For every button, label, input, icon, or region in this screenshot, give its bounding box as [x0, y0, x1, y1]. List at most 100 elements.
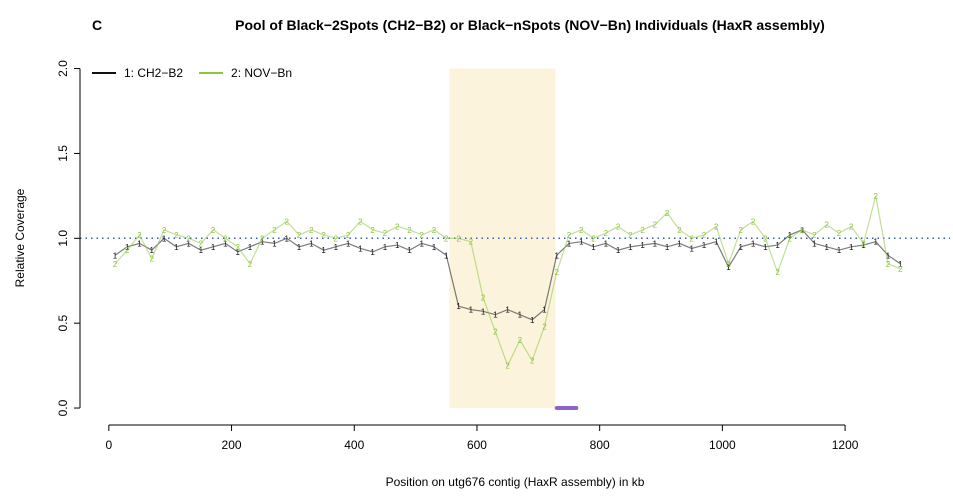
data-marker: 2	[751, 217, 756, 226]
data-marker: 2	[874, 192, 879, 201]
data-marker: 1	[334, 243, 339, 252]
data-marker: 1	[505, 306, 510, 315]
data-marker: 2	[125, 246, 130, 255]
data-marker: 2	[383, 229, 388, 238]
data-marker: 1	[567, 239, 572, 248]
data-marker: 1	[235, 248, 240, 257]
data-marker: 2	[334, 234, 339, 243]
data-marker: 1	[309, 239, 314, 248]
data-marker: 2	[260, 234, 265, 243]
data-marker: 1	[579, 238, 584, 247]
data-marker: 1	[874, 238, 879, 247]
data-marker: 1	[137, 239, 142, 248]
data-marker: 1	[395, 241, 400, 250]
data-marker: 2	[113, 260, 118, 269]
data-marker: 1	[162, 234, 167, 243]
data-marker: 1	[358, 244, 363, 253]
data-marker: 2	[285, 217, 290, 226]
y-tick-label: 0.0	[56, 399, 70, 416]
data-marker: 2	[346, 231, 351, 240]
data-marker: 2	[211, 226, 216, 235]
data-marker: 2	[567, 231, 572, 240]
series-line	[114, 195, 901, 368]
data-marker: 2	[554, 268, 559, 277]
data-marker: 2	[886, 260, 891, 269]
data-marker: 2	[150, 255, 155, 264]
data-marker: 2	[763, 234, 768, 243]
data-marker: 2	[689, 234, 694, 243]
data-marker: 1	[702, 241, 707, 250]
x-tick-label: 0	[105, 438, 112, 452]
data-marker: 1	[518, 311, 523, 320]
data-marker: 1	[591, 243, 596, 252]
data-marker: 2	[800, 226, 805, 235]
data-marker: 1	[542, 306, 547, 315]
data-marker: 2	[824, 221, 829, 230]
data-marker: 2	[726, 260, 731, 269]
x-tick-label: 600	[467, 438, 487, 452]
series-line	[114, 229, 901, 321]
data-marker: 2	[653, 221, 658, 230]
data-marker: 1	[223, 239, 228, 248]
data-marker: 1	[861, 241, 866, 250]
data-marker: 1	[849, 243, 854, 252]
y-tick-label: 1.0	[56, 230, 70, 247]
data-marker: 2	[420, 231, 425, 240]
data-marker: 1	[285, 234, 290, 243]
data-marker: 1	[530, 316, 535, 325]
data-marker: 1	[788, 231, 793, 240]
legend-label: 1: CH2−B2	[124, 66, 183, 80]
y-tick-label: 2.0	[56, 60, 70, 77]
data-marker: 1	[739, 243, 744, 252]
data-marker: 1	[297, 243, 302, 252]
data-marker: 2	[665, 209, 670, 218]
data-marker: 2	[174, 231, 179, 240]
data-marker: 1	[493, 311, 498, 320]
data-marker: 1	[444, 251, 449, 260]
data-marker: 1	[665, 243, 670, 252]
chart-title: Pool of Black−2Spots (CH2−B2) or Black−n…	[235, 17, 825, 33]
data-marker: 2	[702, 231, 707, 240]
data-marker: 2	[235, 243, 240, 252]
x-tick-label: 400	[344, 438, 364, 452]
data-marker: 2	[837, 229, 842, 238]
data-marker: 2	[628, 231, 633, 240]
data-marker: 1	[677, 239, 682, 248]
data-marker: 1	[714, 238, 719, 247]
data-marker: 2	[579, 226, 584, 235]
data-marker: 1	[824, 243, 829, 252]
data-marker: 1	[604, 239, 609, 248]
data-marker: 2	[604, 229, 609, 238]
data-marker: 2	[358, 217, 363, 226]
data-marker: 1	[616, 246, 621, 255]
data-marker: 1	[248, 243, 253, 252]
data-marker: 2	[493, 328, 498, 337]
data-marker: 2	[137, 231, 142, 240]
data-marker: 2	[456, 234, 461, 243]
data-marker: 1	[186, 239, 191, 248]
y-axis-label: Relative Coverage	[13, 188, 27, 287]
data-marker: 1	[174, 243, 179, 252]
data-marker: 1	[420, 239, 425, 248]
data-marker: 2	[395, 222, 400, 231]
data-marker: 2	[640, 226, 645, 235]
data-marker: 2	[444, 234, 449, 243]
data-marker: 1	[837, 246, 842, 255]
data-marker: 1	[653, 239, 658, 248]
data-marker: 1	[812, 239, 817, 248]
data-marker: 1	[125, 243, 130, 252]
data-marker: 2	[518, 336, 523, 345]
x-tick-label: 200	[222, 438, 242, 452]
y-tick-label: 1.5	[56, 145, 70, 162]
data-marker: 1	[751, 239, 756, 248]
data-marker: 1	[199, 246, 204, 255]
data-marker: 1	[432, 243, 437, 252]
data-marker: 1	[260, 238, 265, 247]
data-marker: 1	[726, 263, 731, 272]
x-tick-label: 1200	[832, 438, 859, 452]
data-marker: 1	[775, 241, 780, 250]
legend-label: 2: NOV−Bn	[231, 66, 292, 80]
data-marker: 1	[481, 307, 486, 316]
data-marker: 1	[272, 239, 277, 248]
data-marker: 2	[898, 265, 903, 274]
